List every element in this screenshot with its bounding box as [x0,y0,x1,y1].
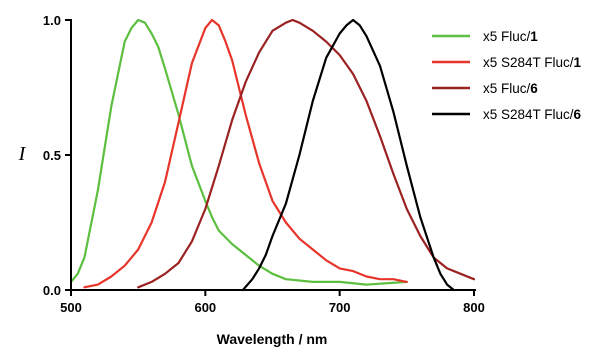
x-tick-label: 700 [329,300,351,315]
x-ticks: 500 600 700 800 [60,290,485,315]
legend-label-text: x5 S284T Fluc/ [483,107,574,122]
plot-series [69,18,476,292]
legend-label: x5 S284T Fluc/6 [483,107,582,122]
legend-label-text: x5 Fluc/ [483,81,531,96]
axes [70,19,476,291]
x-tick-label: 500 [60,300,82,315]
legend: x5 Fluc/1x5 S284T Fluc/1x5 Fluc/6x5 S284… [432,29,582,122]
series-line-1 [69,18,408,286]
legend-label: x5 Fluc/1 [483,29,538,44]
y-axis-title: I [18,143,27,165]
legend-label-text: x5 S284T Fluc/ [483,55,574,70]
series-line-4 [241,18,455,292]
x-tick-label: 800 [463,300,485,315]
y-ticks: 0.0 0.5 1.0 [43,13,71,298]
legend-label: x5 Fluc/6 [483,81,538,96]
legend-label-compound: 1 [574,55,582,70]
x-axis-title: Wavelength / nm [217,331,328,347]
legend-label-text: x5 Fluc/ [483,29,531,44]
y-tick-label: 0.5 [43,148,61,163]
x-tick-label: 600 [194,300,216,315]
legend-label: x5 S284T Fluc/1 [483,55,582,70]
series-line-2 [83,18,408,289]
series-line-3 [137,18,476,289]
legend-label-compound: 6 [530,81,538,96]
legend-label-compound: 6 [574,107,582,122]
y-tick-label: 1.0 [43,13,61,28]
legend-label-compound: 1 [530,29,538,44]
y-tick-label: 0.0 [43,283,61,298]
